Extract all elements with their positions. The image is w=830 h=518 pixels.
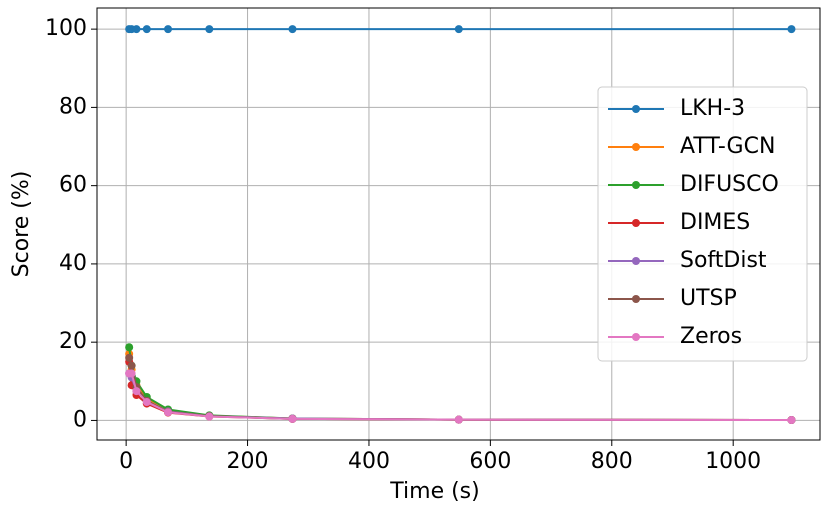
y-axis-label: Score (%) xyxy=(9,171,34,278)
y-tick-label: 20 xyxy=(59,329,87,354)
legend-label: SoftDist xyxy=(680,248,767,273)
legend-label: Zeros xyxy=(680,324,742,349)
legend-marker xyxy=(632,219,640,227)
data-point xyxy=(164,25,173,34)
legend-marker xyxy=(632,143,640,151)
legend-label: UTSP xyxy=(680,286,737,311)
data-point xyxy=(125,353,134,362)
x-tick-label: 0 xyxy=(119,449,133,474)
x-tick-label: 800 xyxy=(591,449,633,474)
data-point xyxy=(125,343,134,352)
data-point xyxy=(205,412,214,421)
series-line xyxy=(128,357,792,422)
legend-marker xyxy=(632,181,640,189)
data-point xyxy=(142,398,151,407)
plot-frame xyxy=(96,7,821,441)
series-line xyxy=(128,372,792,422)
data-point xyxy=(127,361,136,370)
legend-label: LKH-3 xyxy=(680,96,745,121)
legend-marker xyxy=(632,105,640,113)
series-line xyxy=(129,372,792,422)
data-point xyxy=(288,414,297,423)
data-point xyxy=(787,25,796,34)
legend-marker xyxy=(632,257,640,265)
y-tick-label: 0 xyxy=(73,407,87,432)
x-axis-label: Time (s) xyxy=(389,479,479,504)
data-point xyxy=(288,25,297,34)
legend-label: DIMES xyxy=(680,210,750,235)
data-point xyxy=(127,369,136,378)
data-point xyxy=(454,25,463,34)
x-tick-label: 600 xyxy=(469,449,511,474)
legend-label: DIFUSCO xyxy=(680,172,779,197)
data-point xyxy=(164,408,173,417)
data-point xyxy=(454,415,463,424)
y-tick-label: 40 xyxy=(59,251,87,276)
x-tick-label: 200 xyxy=(227,449,269,474)
x-tick-label: 1000 xyxy=(705,449,761,474)
y-tick-label: 60 xyxy=(59,173,87,198)
data-point xyxy=(142,25,151,34)
x-tick-label: 400 xyxy=(348,449,390,474)
y-tick-label: 100 xyxy=(45,16,87,41)
data-point xyxy=(132,25,141,34)
y-tick-label: 80 xyxy=(59,94,87,119)
series-line xyxy=(128,361,792,422)
data-point xyxy=(205,25,214,34)
legend-box xyxy=(597,86,808,362)
series-line xyxy=(128,353,792,422)
data-point xyxy=(132,387,141,396)
legend-marker xyxy=(632,333,640,341)
data-point xyxy=(787,416,796,425)
legend-label: ATT-GCN xyxy=(680,134,775,159)
legend: LKH-3 ATT-GCN DIFUSCO DIMES SoftDist UTSP Zero… xyxy=(597,86,808,362)
legend-marker xyxy=(632,295,640,303)
